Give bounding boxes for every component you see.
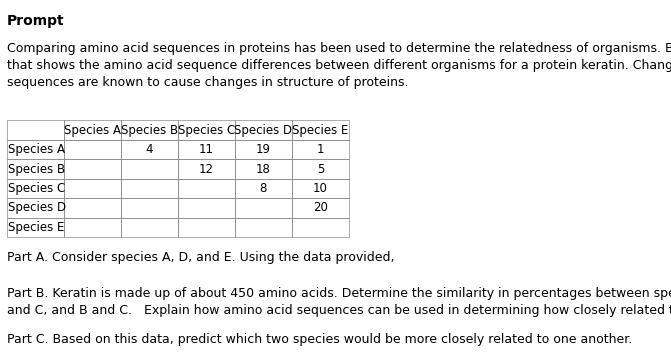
Text: 12: 12 bbox=[199, 162, 214, 176]
Text: 11: 11 bbox=[199, 143, 214, 156]
Text: Part C. Based on this data, predict which two species would be more closely rela: Part C. Based on this data, predict whic… bbox=[7, 333, 632, 346]
Text: 20: 20 bbox=[313, 201, 328, 215]
Text: Comparing amino acid sequences in proteins has been used to determine the relate: Comparing amino acid sequences in protei… bbox=[7, 42, 671, 90]
Text: 4: 4 bbox=[146, 143, 153, 156]
Text: 1: 1 bbox=[317, 143, 324, 156]
Text: Species B: Species B bbox=[121, 124, 178, 137]
Text: Species A: Species A bbox=[64, 124, 121, 137]
Text: Species E: Species E bbox=[8, 221, 64, 234]
Text: Part B. Keratin is made up of about 450 amino acids. Determine the similarity in: Part B. Keratin is made up of about 450 … bbox=[7, 287, 671, 317]
Text: 5: 5 bbox=[317, 162, 324, 176]
Text: Species D: Species D bbox=[234, 124, 293, 137]
Text: Species B: Species B bbox=[8, 162, 65, 176]
Text: Species C: Species C bbox=[178, 124, 235, 137]
Text: Prompt: Prompt bbox=[7, 14, 64, 28]
Text: 8: 8 bbox=[260, 182, 267, 195]
Text: Species C: Species C bbox=[8, 182, 65, 195]
Text: 10: 10 bbox=[313, 182, 328, 195]
Text: 18: 18 bbox=[256, 162, 271, 176]
Text: Species A: Species A bbox=[8, 143, 65, 156]
Text: Species E: Species E bbox=[292, 124, 349, 137]
Text: 19: 19 bbox=[256, 143, 271, 156]
Text: Species D: Species D bbox=[8, 201, 66, 215]
Text: Part A. Consider species A, D, and E. Using the data provided,: Part A. Consider species A, D, and E. Us… bbox=[7, 251, 398, 264]
